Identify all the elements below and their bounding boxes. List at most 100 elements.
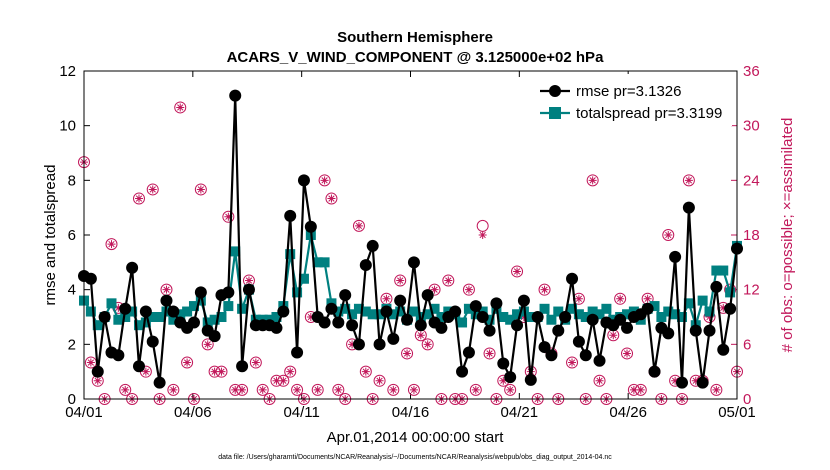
obs-possible-point xyxy=(462,283,475,296)
totalspread-point xyxy=(312,257,323,268)
obs-assimilated-point xyxy=(334,385,343,394)
obs-assimilated-point xyxy=(471,385,480,394)
totalspread-point xyxy=(147,312,158,322)
totalspread-point xyxy=(649,301,660,312)
totalspread-point xyxy=(168,314,179,325)
y2-tick-label: 18 xyxy=(743,227,760,244)
obs-possible-point xyxy=(105,238,118,251)
y-tick-label: 12 xyxy=(59,63,76,80)
obs-assimilated-point xyxy=(114,303,123,312)
obs-assimilated-point xyxy=(684,176,693,185)
rmse-point xyxy=(242,283,255,296)
totalspread-point xyxy=(216,312,227,322)
obs-assimilated-point xyxy=(616,294,625,303)
totalspread-point xyxy=(546,314,557,325)
totalspread-point xyxy=(725,287,736,298)
totalspread-point xyxy=(271,312,282,322)
obs-assimilated-point xyxy=(643,294,652,303)
obs-assimilated-point xyxy=(251,358,260,367)
obs-assimilated-point xyxy=(519,313,528,321)
obs-assimilated-point xyxy=(272,376,281,385)
rmse-point xyxy=(91,365,104,378)
y-tick-label: 4 xyxy=(68,282,76,299)
obs-assimilated-point xyxy=(464,285,473,294)
obs-possible-point xyxy=(359,365,372,378)
rmse-point xyxy=(84,272,97,285)
y2-tick-label: 0 xyxy=(743,391,751,408)
totalspread-point xyxy=(133,320,144,331)
obs-assimilated-point xyxy=(409,385,418,394)
totalspread-point xyxy=(333,306,344,317)
obs-assimilated-point xyxy=(595,376,604,385)
x-tick-label: 04/26 xyxy=(609,404,647,421)
y-tick-label: 8 xyxy=(68,172,76,189)
rmse-point xyxy=(566,272,579,285)
rmse-point xyxy=(559,311,572,323)
obs-possible-point xyxy=(332,383,345,396)
totalspread-point xyxy=(182,306,193,317)
rmse-point xyxy=(483,324,496,337)
y2-tick-label: 24 xyxy=(743,172,760,189)
rmse-point xyxy=(524,373,537,386)
totalspread-point xyxy=(457,317,468,328)
rmse-point xyxy=(167,305,180,318)
totalspread-point xyxy=(237,303,248,314)
obs-assimilated-point xyxy=(320,176,329,185)
chart-subtitle: ACARS_V_WIND_COMPONENT @ 3.125000e+02 hP… xyxy=(227,49,605,66)
obs-assimilated-point xyxy=(485,349,494,358)
obs-assimilated-point xyxy=(430,285,439,294)
obs-assimilated-point xyxy=(313,385,322,394)
obs-assimilated-point xyxy=(478,231,487,239)
obs-possible-point xyxy=(146,183,159,196)
rmse-point xyxy=(456,365,469,378)
obs-assimilated-point xyxy=(354,221,363,230)
rmse-point xyxy=(146,335,159,348)
obs-possible-point xyxy=(132,192,145,205)
totalspread-point xyxy=(505,314,516,325)
obs-possible-point xyxy=(352,219,365,232)
totalspread-point xyxy=(587,306,598,317)
totalspread-point xyxy=(484,314,495,325)
obs-assimilated-point xyxy=(210,367,219,376)
obs-assimilated-point xyxy=(279,376,288,385)
rmse-point xyxy=(490,297,503,310)
rmse-point xyxy=(552,324,565,337)
rmse-point xyxy=(194,286,207,299)
obs-possible-point xyxy=(325,192,338,205)
x-tick-label: 04/06 xyxy=(174,404,212,421)
totalspread-point xyxy=(470,309,481,320)
totalspread-point xyxy=(512,309,523,320)
y2-tick-label: 36 xyxy=(743,63,760,80)
rmse-point xyxy=(380,305,393,318)
x-axis-label: Apr.01,2014 00:00:00 start xyxy=(327,429,505,446)
obs-possible-point xyxy=(538,283,551,296)
totalspread-point xyxy=(677,312,688,322)
obs-possible-point xyxy=(119,383,132,396)
totalspread-point xyxy=(573,309,584,320)
totalspread-point xyxy=(594,309,605,320)
totalspread-point xyxy=(718,265,729,276)
rmse-point xyxy=(394,294,407,307)
rmse-point xyxy=(139,305,152,318)
totalspread-point xyxy=(683,298,694,309)
obs-assimilated-point xyxy=(361,367,370,376)
rmse-point xyxy=(270,321,283,334)
rmse-point xyxy=(284,209,297,222)
totalspread-point xyxy=(202,317,213,328)
totalspread-point xyxy=(388,309,399,320)
obs-possible-point xyxy=(387,383,400,396)
obs-possible-point xyxy=(682,174,695,187)
obs-assimilated-point xyxy=(93,376,102,385)
obs-assimilated-point xyxy=(396,276,405,285)
totalspread-point xyxy=(85,306,96,317)
x-tick-label: 04/01 xyxy=(65,404,103,421)
totalspread-point xyxy=(175,309,186,320)
rmse-point xyxy=(407,256,420,269)
obs-possible-point xyxy=(442,274,455,287)
x-tick-label: 04/11 xyxy=(283,404,319,421)
obs-possible-point xyxy=(291,383,304,396)
obs-assimilated-point xyxy=(162,285,171,294)
obs-assimilated-point xyxy=(629,385,638,394)
obs-possible-point xyxy=(284,365,297,378)
obs-assimilated-point xyxy=(389,385,398,394)
